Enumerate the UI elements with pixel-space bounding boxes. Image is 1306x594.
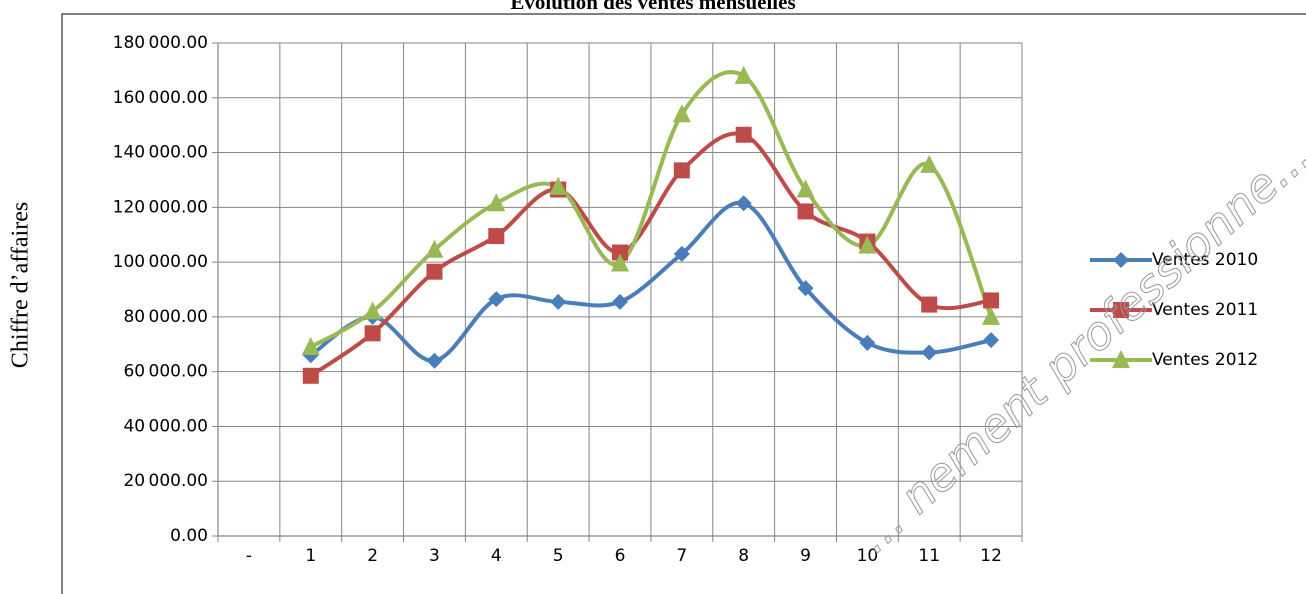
legend-label-1: Ventes 2011 [1152, 300, 1258, 320]
x-tick-label: 10 [857, 546, 879, 566]
y-tick-label: 20 000.00 [123, 471, 208, 491]
x-tick-label: 12 [980, 546, 1002, 566]
x-tick-label: 9 [800, 546, 811, 566]
x-tick-label: 1 [305, 546, 316, 566]
data-point-1 [797, 203, 814, 220]
series-markers [301, 65, 1001, 384]
legend: Ventes 2010 Ventes 2011 Ventes 2012 [1090, 250, 1258, 370]
y-tick-label: 80 000.00 [123, 307, 208, 327]
data-point-1 [612, 244, 628, 261]
data-point-2 [734, 65, 753, 84]
data-point-1 [426, 263, 443, 280]
legend-label-0: Ventes 2010 [1152, 250, 1258, 270]
y-tick-label: 40 000.00 [123, 416, 208, 436]
data-point-2 [301, 337, 320, 356]
x-axis-ticks: -1 2 3 4 5 6 7 8 9 10 11 12 [217, 536, 1023, 566]
y-tick-label: 60 000.00 [123, 362, 208, 382]
data-point-2 [425, 239, 444, 258]
legend-marker-2 [1112, 350, 1130, 368]
data-point-1 [488, 228, 505, 245]
data-point-2 [858, 235, 877, 254]
data-point-0 [488, 291, 505, 308]
data-point-0 [797, 280, 814, 297]
x-tick-label: 6 [615, 546, 626, 566]
legend-label-2: Ventes 2012 [1152, 350, 1258, 370]
y-tick-label: 120 000.00 [113, 197, 208, 217]
x-tick-label: 3 [429, 546, 440, 566]
x-tick-label: 2 [367, 546, 378, 566]
data-point-1 [983, 292, 1000, 309]
legend-marker-1 [1113, 302, 1129, 318]
x-tick-label: 4 [491, 546, 502, 566]
data-point-1 [302, 367, 319, 384]
data-point-1 [673, 162, 690, 179]
y-tick-label: 160 000.00 [113, 88, 208, 108]
data-point-0 [550, 293, 567, 310]
data-point-0 [983, 332, 1000, 349]
y-axis-label: Chiffre d’affaires [8, 202, 34, 368]
x-tick-label: - [246, 546, 252, 566]
data-point-0 [426, 352, 443, 369]
y-tick-label: 180 000.00 [113, 33, 208, 53]
data-point-1 [364, 325, 381, 342]
data-point-2 [920, 154, 939, 173]
data-point-2 [672, 104, 691, 123]
y-tick-label: 100 000.00 [113, 252, 208, 272]
data-point-2 [363, 301, 382, 320]
x-tick-label: 8 [738, 546, 749, 566]
data-point-2 [982, 306, 1001, 325]
y-axis-ticks: 0.00 20 000.00 40 000.00 60 000.00 80 000.00… [113, 33, 218, 546]
data-point-2 [796, 179, 815, 198]
data-point-0 [921, 344, 938, 361]
data-point-0 [612, 293, 628, 310]
y-tick-label: 0.00 [170, 526, 208, 546]
x-tick-label: 7 [676, 546, 687, 566]
data-point-0 [735, 195, 752, 212]
x-tick-label: 5 [553, 546, 564, 566]
x-tick-label: 11 [918, 546, 940, 566]
chart-title: Evolution des ventes mensuelles [510, 0, 795, 14]
y-tick-label: 140 000.00 [113, 143, 208, 163]
data-point-2 [487, 193, 506, 212]
data-point-2 [611, 253, 629, 272]
data-point-1 [921, 296, 938, 313]
data-point-2 [549, 176, 568, 195]
data-point-0 [859, 334, 876, 351]
data-point-0 [673, 245, 690, 262]
legend-marker-0 [1113, 252, 1129, 268]
axes [217, 43, 1022, 537]
data-point-1 [735, 126, 752, 143]
